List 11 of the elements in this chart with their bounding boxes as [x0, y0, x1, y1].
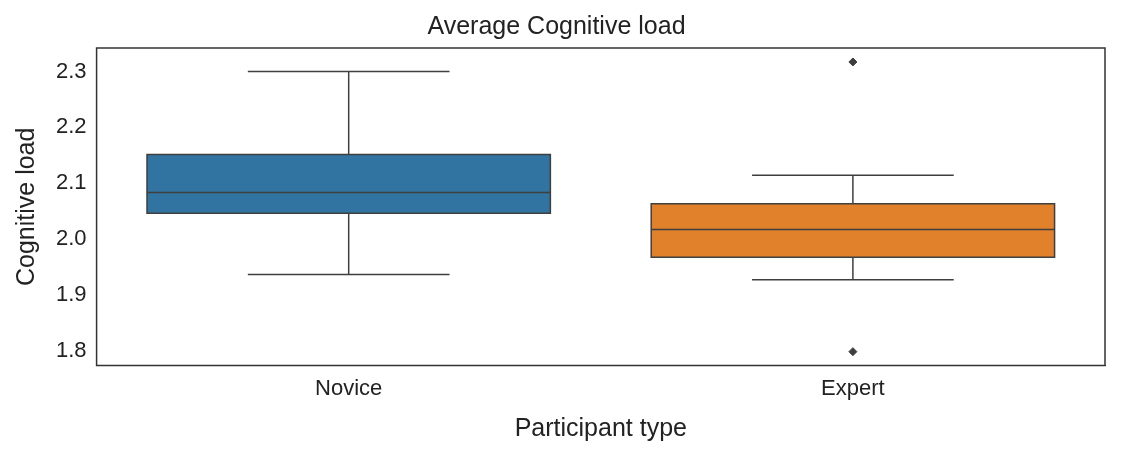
y-tick-label: 2.0 [55, 224, 87, 250]
x-axis-title: Participant type [514, 412, 687, 441]
y-axis-title: Cognitive load [10, 127, 39, 287]
y-tick-label: 1.9 [55, 280, 87, 306]
chart-title: Average Cognitive load [427, 10, 686, 39]
x-tick-label: Expert [821, 374, 885, 400]
x-tick-label: Novice [315, 374, 383, 400]
y-tick-label: 2.2 [55, 113, 87, 139]
y-tick-label: 2.3 [55, 57, 87, 83]
y-tick-label: 2.1 [55, 169, 87, 195]
y-tick-label: 1.8 [55, 336, 87, 362]
